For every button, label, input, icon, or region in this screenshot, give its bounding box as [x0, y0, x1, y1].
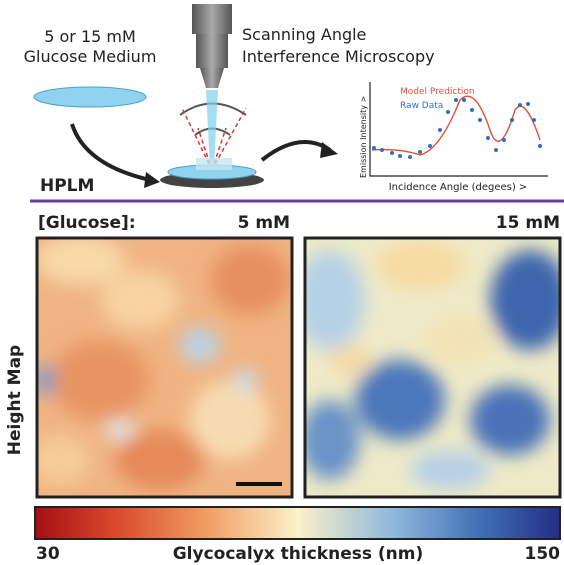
raw-data: [372, 98, 542, 159]
inset-axes: [369, 82, 548, 177]
colorbar: [34, 506, 561, 540]
column-label: 5 mM: [238, 213, 290, 233]
microscope-label: Interference Microscopy: [242, 47, 435, 66]
colorbar-label: Glycocalyx thickness (nm): [173, 544, 424, 564]
legend-entry: Model Prediction: [400, 87, 475, 97]
objective: [192, 4, 232, 34]
height-map: [37, 238, 292, 497]
inset-x-label: Incidence Angle (degees) >: [389, 182, 528, 193]
arrow-head: [320, 142, 338, 158]
beam: [181, 107, 247, 171]
colorbar-max: 150: [525, 544, 561, 564]
microscope-label: Scanning Angle: [242, 25, 366, 44]
side-label: Height Map: [5, 345, 25, 455]
method-label: HPLM: [40, 176, 94, 196]
objective: [196, 34, 228, 68]
beam: [206, 90, 218, 168]
colorbar-min: 30: [36, 544, 60, 564]
cell: [196, 158, 232, 170]
arrow-head: [144, 172, 160, 188]
medium-dish: [33, 86, 147, 108]
medium-label: Glucose Medium: [24, 47, 157, 66]
panel-frame: [35, 236, 294, 499]
panel-frame: [303, 236, 562, 499]
objective: [200, 68, 224, 88]
column-label: 15 mM: [496, 213, 560, 233]
model-curve: [371, 95, 541, 156]
medium-label: 5 or 15 mM: [44, 27, 136, 46]
arrow: [260, 140, 332, 162]
legend-entry: Raw Data: [400, 101, 443, 111]
row-label: [Glucose]:: [38, 213, 136, 233]
inset-y-label: Emission Intensity >: [359, 96, 368, 178]
height-map: [305, 238, 560, 497]
arrow: [70, 123, 151, 182]
